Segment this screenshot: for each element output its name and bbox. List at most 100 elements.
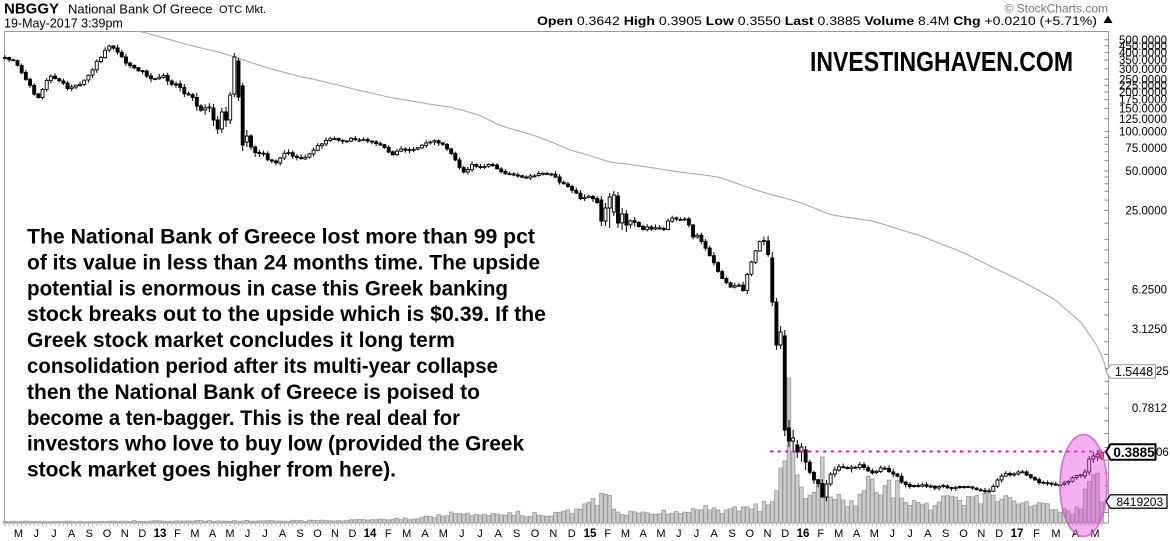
svg-text:S: S bbox=[942, 528, 949, 540]
svg-text:14: 14 bbox=[364, 528, 377, 540]
svg-text:N: N bbox=[764, 528, 772, 540]
svg-text:A: A bbox=[495, 528, 503, 540]
svg-text:J: J bbox=[477, 528, 483, 540]
svg-text:N: N bbox=[331, 528, 339, 540]
svg-text:M: M bbox=[402, 528, 411, 540]
svg-text:investors who love to buy low: investors who love to buy low (provided … bbox=[27, 432, 524, 456]
svg-text:S: S bbox=[296, 528, 303, 540]
svg-text:J: J bbox=[889, 528, 895, 540]
svg-text:400.0000: 400.0000 bbox=[1119, 48, 1167, 60]
svg-text:then the National Bank of Gree: then the National Bank of Greece is pois… bbox=[27, 380, 480, 404]
svg-text:N: N bbox=[121, 528, 129, 540]
svg-text:200.0000: 200.0000 bbox=[1119, 87, 1167, 99]
svg-text:A: A bbox=[853, 528, 861, 540]
svg-text:500.0000: 500.0000 bbox=[1119, 35, 1167, 47]
svg-text:17: 17 bbox=[1011, 528, 1024, 540]
svg-text:M: M bbox=[190, 528, 199, 540]
svg-text:A: A bbox=[924, 528, 932, 540]
svg-text:06: 06 bbox=[1156, 447, 1169, 459]
svg-text:A: A bbox=[209, 528, 217, 540]
svg-text:50.0000: 50.0000 bbox=[1125, 166, 1167, 178]
svg-text:INVESTINGHAVEN.COM: INVESTINGHAVEN.COM bbox=[810, 46, 1073, 77]
svg-text:potential is enormous in case: potential is enormous in case this Greek… bbox=[27, 276, 508, 300]
svg-text:D: D bbox=[349, 528, 357, 540]
svg-text:J: J bbox=[907, 528, 913, 540]
svg-text:consolidation period after its: consolidation period after its multi-yea… bbox=[27, 354, 498, 378]
svg-text:250.0000: 250.0000 bbox=[1119, 74, 1167, 86]
svg-text:A: A bbox=[68, 528, 76, 540]
svg-text:F: F bbox=[817, 528, 824, 540]
svg-text:J: J bbox=[51, 528, 57, 540]
svg-text:0.3885: 0.3885 bbox=[1113, 445, 1155, 460]
svg-text:N: N bbox=[549, 528, 557, 540]
svg-text:M: M bbox=[225, 528, 234, 540]
svg-text:15: 15 bbox=[584, 528, 597, 540]
svg-text:D: D bbox=[995, 528, 1003, 540]
svg-text:F: F bbox=[174, 528, 181, 540]
svg-text:125.0000: 125.0000 bbox=[1119, 114, 1167, 126]
svg-text:450.0000: 450.0000 bbox=[1119, 41, 1167, 53]
svg-text:D: D bbox=[781, 528, 789, 540]
svg-text:25: 25 bbox=[1156, 366, 1169, 378]
svg-text:D: D bbox=[138, 528, 146, 540]
svg-text:25.0000: 25.0000 bbox=[1125, 206, 1167, 218]
svg-text:S: S bbox=[86, 528, 93, 540]
svg-text:stock market goes higher from: stock market goes higher from here). bbox=[27, 458, 396, 482]
svg-text:N: N bbox=[977, 528, 985, 540]
svg-text:19-May-2017 3:39pm: 19-May-2017 3:39pm bbox=[4, 17, 123, 31]
svg-text:F: F bbox=[1033, 528, 1040, 540]
svg-text:M: M bbox=[1090, 528, 1099, 540]
svg-text:350.0000: 350.0000 bbox=[1119, 55, 1167, 67]
svg-text:become a ten-bagger. This is t: become a ten-bagger. This is the real de… bbox=[27, 406, 461, 430]
svg-text:300.0000: 300.0000 bbox=[1119, 64, 1167, 76]
svg-text:O: O bbox=[746, 528, 755, 540]
svg-text:A: A bbox=[711, 528, 719, 540]
svg-text:M: M bbox=[1051, 528, 1060, 540]
svg-text:F: F bbox=[385, 528, 392, 540]
svg-text:0.7812: 0.7812 bbox=[1132, 403, 1167, 415]
svg-text:150.0000: 150.0000 bbox=[1119, 103, 1167, 115]
svg-text:Open 0.3642 High 0.3905 Low 0.: Open 0.3642 High 0.3905 Low 0.3550 Last … bbox=[537, 14, 1097, 28]
svg-text:J: J bbox=[676, 528, 682, 540]
svg-text:O: O bbox=[959, 528, 968, 540]
svg-text:S: S bbox=[728, 528, 735, 540]
svg-text:M: M bbox=[870, 528, 879, 540]
svg-text:NBGGY: NBGGY bbox=[4, 1, 59, 18]
svg-text:13: 13 bbox=[154, 528, 167, 540]
svg-text:OTC Mkt.: OTC Mkt. bbox=[219, 4, 266, 16]
svg-text:A: A bbox=[279, 528, 287, 540]
svg-text:A: A bbox=[421, 528, 429, 540]
svg-text:of its value in less than 24 m: of its value in less than 24 months time… bbox=[27, 250, 540, 274]
svg-text:S: S bbox=[513, 528, 520, 540]
svg-text:M: M bbox=[621, 528, 630, 540]
svg-text:J: J bbox=[245, 528, 251, 540]
svg-text:O: O bbox=[103, 528, 112, 540]
svg-text:A: A bbox=[640, 528, 648, 540]
svg-text:J: J bbox=[33, 528, 39, 540]
svg-text:J: J bbox=[262, 528, 268, 540]
svg-text:© StockCharts.com: © StockCharts.com bbox=[1004, 2, 1108, 16]
svg-text:M: M bbox=[656, 528, 665, 540]
svg-text:175.0000: 175.0000 bbox=[1119, 95, 1167, 107]
svg-text:J: J bbox=[694, 528, 700, 540]
svg-text:M: M bbox=[439, 528, 448, 540]
svg-text:National Bank Of Greece: National Bank Of Greece bbox=[68, 2, 213, 17]
svg-text:1.5448: 1.5448 bbox=[1115, 365, 1153, 379]
svg-text:F: F bbox=[604, 528, 611, 540]
svg-text:3.1250: 3.1250 bbox=[1132, 324, 1167, 336]
svg-text:75.0000: 75.0000 bbox=[1125, 143, 1167, 155]
svg-text:O: O bbox=[531, 528, 540, 540]
svg-text:M: M bbox=[14, 528, 23, 540]
svg-text:6.2500: 6.2500 bbox=[1132, 285, 1167, 297]
svg-text:100.0000: 100.0000 bbox=[1119, 127, 1167, 139]
svg-text:stock breaks out to the upside: stock breaks out to the upside which is … bbox=[27, 302, 546, 326]
svg-text:The National Bank of Greece lo: The National Bank of Greece lost more th… bbox=[27, 225, 535, 249]
svg-text:J: J bbox=[459, 528, 465, 540]
svg-text:8419203: 8419203 bbox=[1116, 495, 1163, 509]
svg-text:16: 16 bbox=[797, 528, 810, 540]
svg-text:D: D bbox=[568, 528, 576, 540]
svg-text:Greek stock market concludes i: Greek stock market concludes it long ter… bbox=[27, 328, 455, 352]
svg-text:O: O bbox=[313, 528, 322, 540]
svg-text:225.0000: 225.0000 bbox=[1119, 80, 1167, 92]
svg-text:M: M bbox=[834, 528, 843, 540]
